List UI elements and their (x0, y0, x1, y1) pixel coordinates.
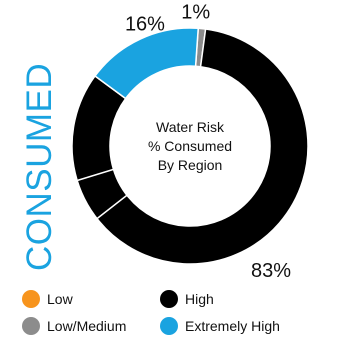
legend-label-high: High (185, 291, 214, 307)
legend-item-low: Low (22, 290, 73, 308)
donut-slice-extremely-high (93, 27, 200, 100)
center-text-line-1: Water Risk (156, 119, 225, 135)
legend-item-high: High (160, 290, 214, 308)
legend-label-extremely-high: Extremely High (185, 318, 280, 334)
data-labels: 1% 16% 83% (125, 2, 291, 282)
slice-separator-2 (76, 168, 114, 182)
legend-swatch-high (160, 290, 178, 308)
center-text: Water Risk % Consumed By Region (148, 119, 232, 173)
data-label-extremely-high: 16% (125, 14, 165, 36)
center-text-line-2: % Consumed (148, 138, 232, 154)
legend-item-extremely-high: Extremely High (160, 317, 280, 335)
legend-swatch-low (22, 290, 40, 308)
legend-swatch-low-medium (22, 317, 40, 335)
center-text-line-3: By Region (158, 157, 223, 173)
legend-label-low-medium: Low/Medium (47, 318, 127, 334)
legend-item-low-medium: Low/Medium (22, 317, 126, 335)
legend-swatch-extremely-high (160, 317, 178, 335)
slice-separator-1 (96, 194, 128, 220)
donut-slice-high (71, 28, 309, 265)
data-label-low-medium: 1% (181, 2, 210, 24)
legend-label-low: Low (47, 291, 73, 307)
data-label-high: 83% (251, 260, 291, 282)
